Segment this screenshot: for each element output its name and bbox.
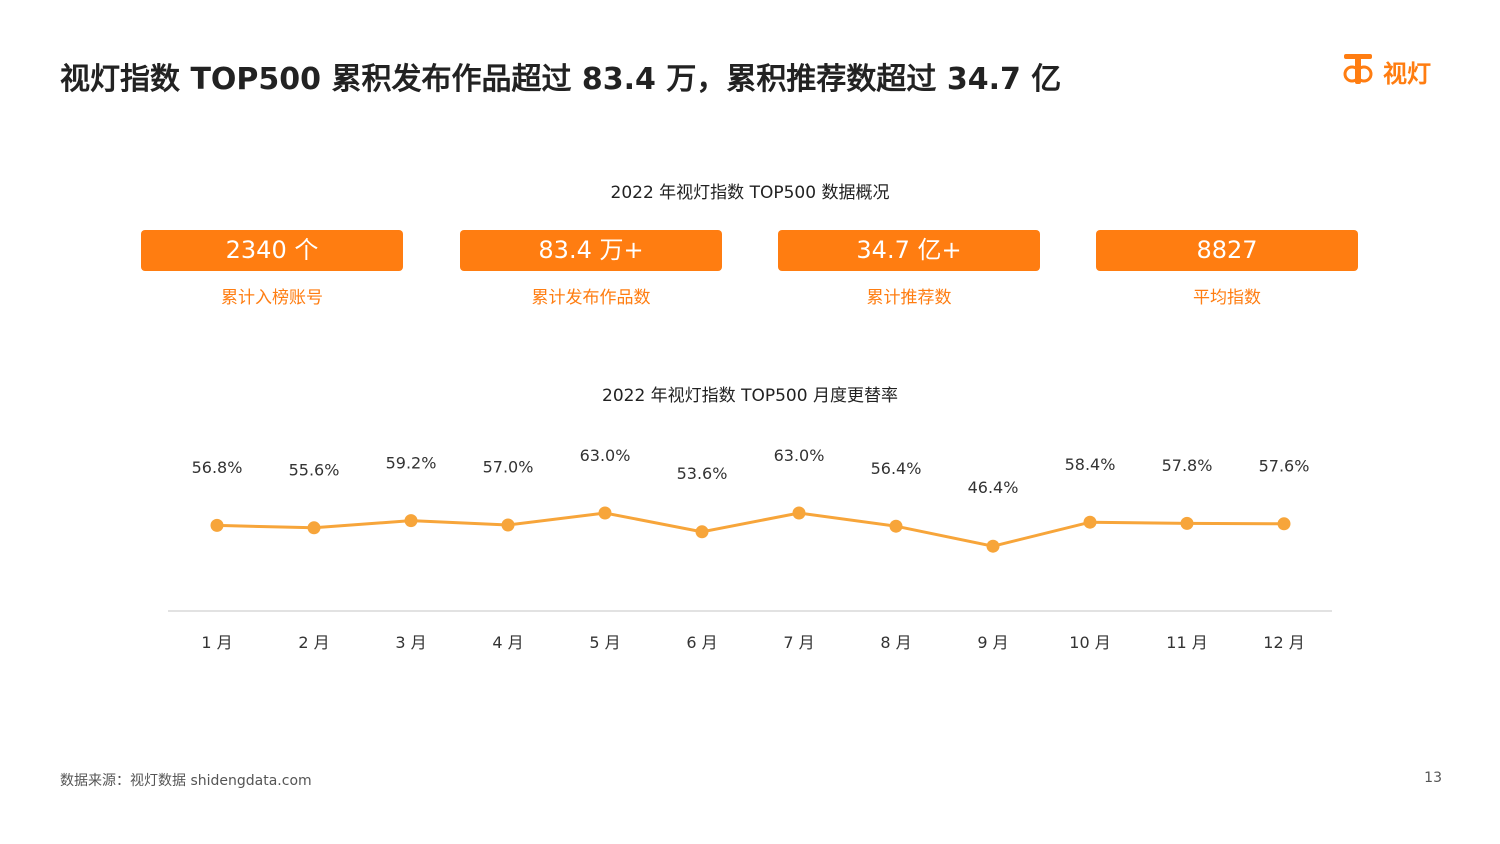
x-tick-label: 6 月	[686, 633, 717, 652]
data-label: 57.8%	[1162, 456, 1213, 475]
stat-value-average-index: 8827	[1096, 230, 1358, 271]
data-point	[1180, 516, 1194, 530]
data-point	[307, 521, 321, 535]
stat-value-recommendations: 34.7 亿+	[778, 230, 1040, 271]
logo-text: 视灯	[1383, 60, 1431, 88]
data-label: 57.6%	[1259, 456, 1310, 475]
data-label: 53.6%	[677, 464, 728, 483]
page-number: 13	[1424, 770, 1442, 786]
page-title: 视灯指数 TOP500 累积发布作品超过 83.4 万，累积推荐数超过 34.7…	[60, 62, 1062, 97]
data-point	[210, 518, 224, 532]
stat-label-recommendations: 累计推荐数	[866, 288, 952, 308]
stat-label-works: 累计发布作品数	[531, 288, 651, 308]
x-tick-label: 11 月	[1166, 633, 1207, 652]
data-point	[792, 506, 806, 520]
data-label: 59.2%	[386, 453, 437, 472]
x-tick-label: 8 月	[880, 633, 911, 652]
stat-value-accounts: 2340 个	[141, 230, 403, 271]
data-label: 56.8%	[192, 458, 243, 477]
chart-title: 2022 年视灯指数 TOP500 月度更替率	[602, 386, 898, 406]
logo-icon	[1343, 54, 1373, 84]
x-tick-label: 1 月	[201, 633, 232, 652]
x-tick-label: 5 月	[589, 633, 620, 652]
data-point	[986, 539, 1000, 553]
data-label: 55.6%	[289, 460, 340, 479]
data-label: 57.0%	[483, 458, 534, 477]
data-point	[598, 506, 612, 520]
x-tick-label: 9 月	[977, 633, 1008, 652]
x-tick-label: 7 月	[783, 633, 814, 652]
data-point	[695, 525, 709, 539]
data-point	[889, 519, 903, 533]
data-point	[404, 514, 418, 528]
stat-label-average-index: 平均指数	[1193, 288, 1261, 308]
x-tick-label: 4 月	[492, 633, 523, 652]
data-point	[501, 518, 515, 532]
stat-label-accounts: 累计入榜账号	[221, 288, 323, 308]
data-label: 63.0%	[774, 446, 825, 465]
data-label: 46.4%	[968, 478, 1019, 497]
x-tick-label: 2 月	[298, 633, 329, 652]
data-point	[1277, 517, 1291, 531]
data-source: 数据来源：视灯数据 shidengdata.com	[60, 773, 312, 789]
data-label: 56.4%	[871, 459, 922, 478]
stat-value-works: 83.4 万+	[460, 230, 722, 271]
data-label: 58.4%	[1065, 455, 1116, 474]
x-tick-label: 12 月	[1263, 633, 1304, 652]
x-tick-label: 10 月	[1069, 633, 1110, 652]
series-line	[216, 511, 1285, 548]
data-label: 63.0%	[580, 446, 631, 465]
x-tick-label: 3 月	[395, 633, 426, 652]
data-point	[1083, 515, 1097, 529]
overview-title: 2022 年视灯指数 TOP500 数据概况	[610, 183, 890, 203]
